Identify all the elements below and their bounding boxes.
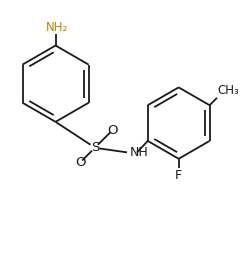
Text: O: O bbox=[75, 156, 85, 169]
Text: S: S bbox=[91, 141, 99, 154]
Text: CH₃: CH₃ bbox=[218, 84, 240, 97]
Text: F: F bbox=[175, 169, 182, 182]
Text: O: O bbox=[107, 124, 118, 137]
Text: NH₂: NH₂ bbox=[46, 21, 68, 34]
Text: NH: NH bbox=[129, 146, 148, 159]
